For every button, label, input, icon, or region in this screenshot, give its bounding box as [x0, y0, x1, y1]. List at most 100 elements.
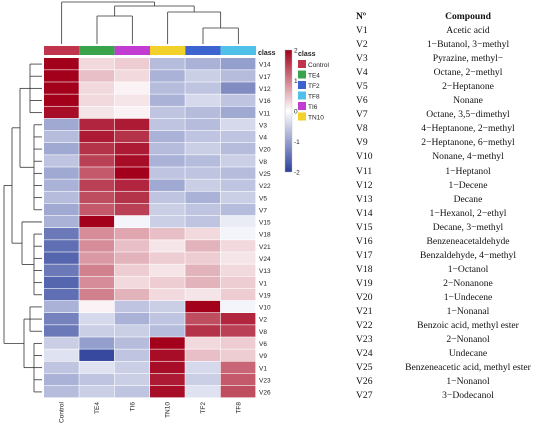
compound-number: V8 — [356, 123, 368, 135]
heatmap-cell — [114, 288, 150, 301]
heatmap-cell — [114, 361, 150, 374]
heatmap-cell — [185, 143, 221, 155]
compound-row: V22 Benzoic acid, methyl ester — [350, 319, 550, 333]
heatmap-cell — [44, 361, 79, 374]
heatmap-cell — [220, 276, 256, 289]
heatmap-cell — [79, 191, 115, 204]
heatmap-cell — [44, 264, 79, 276]
heatmap-cell — [220, 288, 256, 301]
row-label: V4 — [259, 135, 267, 142]
heatmap-cell — [114, 155, 150, 167]
heatmap-cell — [185, 118, 221, 131]
heatmap-cell — [150, 94, 185, 106]
color-scale-tick: 2 — [294, 48, 298, 55]
heatmap-cell — [44, 70, 79, 82]
compound-number: V15 — [356, 221, 373, 233]
heatmap-cell — [185, 130, 221, 143]
class-legend-label: TF8 — [308, 94, 320, 101]
compound-name: 1−Hexanol, 2−ethyl — [429, 207, 507, 219]
row-label: V14 — [259, 62, 271, 69]
class-legend-label: TN10 — [308, 115, 324, 122]
compound-number: V9 — [356, 137, 368, 149]
heatmap-cell — [114, 373, 150, 386]
heatmap-cell — [185, 191, 221, 204]
heatmap-cell — [79, 203, 115, 216]
heatmap-cell — [220, 325, 256, 337]
heatmap-cell — [150, 70, 185, 82]
compound-number: V5 — [356, 81, 368, 93]
column-label: TF2 — [200, 402, 207, 414]
heatmap-cell — [79, 228, 115, 240]
class-legend-swatch — [298, 91, 306, 100]
compound-row: V1 Acetic acid — [350, 24, 550, 38]
heatmap-cell — [79, 337, 115, 349]
heatmap-cell — [150, 276, 185, 289]
compound-row: V9 2−Heptanone, 6−methyl — [350, 136, 550, 150]
row-label: V10 — [259, 305, 271, 312]
heatmap-cell — [220, 118, 256, 131]
heatmap-cell — [114, 203, 150, 216]
heatmap-cell — [150, 130, 185, 143]
compound-name: Octane, 2−methyl — [433, 67, 503, 79]
compound-name: Benzaldehyde, 4−methyl — [420, 249, 516, 261]
heatmap-cell — [150, 143, 185, 155]
row-label: V24 — [259, 256, 271, 263]
heatmap-cell — [79, 288, 115, 301]
row-label: V22 — [259, 183, 271, 190]
heatmap-cell — [185, 106, 221, 119]
heatmap-cell — [185, 361, 221, 374]
heatmap-cell — [79, 70, 115, 82]
compound-table: Nº Compound V1 Acetic acid V2 1−Butanol, 3−… — [350, 10, 550, 403]
heatmap-cell — [114, 252, 150, 264]
heatmap-cell — [220, 155, 256, 167]
compound-number: V27 — [356, 390, 373, 402]
compound-number: V7 — [356, 109, 368, 121]
heatmap-cell — [114, 191, 150, 204]
row-label: V9 — [259, 353, 267, 360]
heatmap-cell — [220, 337, 256, 349]
row-label: V6 — [259, 341, 267, 348]
compound-row: V5 2−Heptanone — [350, 80, 550, 94]
class-legend-label: TI6 — [308, 104, 318, 111]
compound-name: Pyrazine, methyl− — [432, 53, 504, 65]
heatmap-cell — [114, 276, 150, 289]
heatmap-chart: classV14V17V12V16V11V3V4V20V8V25V22V5V7V… — [3, 1, 330, 423]
heatmap-cell — [44, 203, 79, 216]
heatmap-cell — [79, 143, 115, 155]
class-legend-label: TF2 — [308, 83, 320, 90]
column-label: TF8 — [235, 402, 242, 414]
color-scale-bar — [284, 49, 293, 173]
compound-name: Octane, 3,5−dimethyl — [426, 109, 510, 121]
heatmap-cell — [185, 300, 221, 313]
heatmap-cell — [44, 118, 79, 131]
class-legend-swatch — [298, 60, 306, 68]
compound-number: V2 — [356, 39, 368, 51]
compound-number: V22 — [356, 320, 373, 332]
row-label: V15 — [259, 220, 271, 227]
heatmap-cell — [79, 94, 115, 106]
column-label: TE4 — [94, 402, 101, 414]
heatmap-cell — [185, 337, 221, 349]
heatmap-cell — [150, 385, 185, 398]
heatmap-cell — [114, 349, 150, 361]
heatmap-cell — [150, 361, 185, 374]
heatmap-cell — [79, 179, 115, 191]
heatmap-cell — [114, 228, 150, 240]
heatmap-cell — [220, 203, 256, 216]
heatmap-cell — [44, 228, 79, 240]
heatmap-cell — [114, 325, 150, 337]
heatmap-cell — [185, 373, 221, 386]
compound-number: V14 — [356, 207, 373, 219]
heatmap-cell — [150, 179, 185, 191]
compound-row: V24 Undecane — [350, 347, 550, 361]
heatmap-cell — [150, 118, 185, 131]
row-label: V1 — [259, 280, 267, 287]
heatmap-cell — [185, 276, 221, 289]
heatmap-cell — [150, 240, 185, 252]
heatmap-cell — [79, 325, 115, 337]
class-bar-cell — [44, 46, 80, 55]
heatmap-cell — [79, 349, 115, 361]
heatmap-cell — [185, 82, 221, 94]
class-bar-cell — [79, 46, 115, 55]
heatmap-cell — [114, 130, 150, 143]
